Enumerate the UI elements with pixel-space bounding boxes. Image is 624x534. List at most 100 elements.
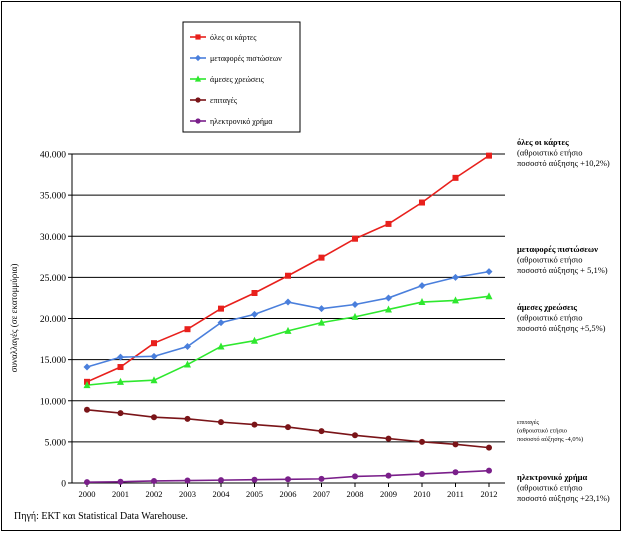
- data-point-series-4: [419, 470, 425, 477]
- x-tick-label: 2000: [79, 489, 96, 499]
- y-tick-label: 40.000: [40, 151, 66, 161]
- legend-swatch-marker: [194, 54, 202, 62]
- data-point-series-3: [318, 428, 325, 435]
- legend: όλες οι κάρτες μεταφορές πιστώσεων άμεσες …: [182, 21, 301, 133]
- x-tick-label: 2002: [146, 489, 163, 499]
- data-point-series-3: [452, 441, 459, 448]
- legend-label: επιταγές: [210, 96, 238, 105]
- data-point-series-1: [284, 298, 292, 306]
- annotation-line: (αθροιστικό ετήσιο: [517, 255, 582, 265]
- data-point-series-0: [318, 254, 325, 261]
- x-tick-label: 2008: [347, 489, 364, 499]
- data-point-series-2: [385, 305, 392, 313]
- data-point-series-3: [84, 406, 90, 413]
- data-point-series-0: [452, 174, 459, 181]
- legend-swatch-marker: [195, 34, 201, 40]
- data-point-series-2: [217, 342, 225, 350]
- data-point-series-1: [117, 353, 124, 361]
- data-point-series-3: [218, 419, 224, 426]
- data-point-series-1: [385, 294, 392, 302]
- series-line-1: [86, 270, 490, 368]
- data-point-series-2: [150, 376, 158, 384]
- y-axis-ticks: 0 5.000 10.000 15.000 20.000 25.000 30.000 35.0…: [40, 151, 72, 490]
- annotation-line: όλες οι κάρτες: [517, 137, 569, 147]
- data-point-series-1: [184, 342, 191, 350]
- data-point-series-1: [318, 305, 325, 313]
- x-tick-label: 2005: [246, 489, 263, 499]
- data-point-series-0: [184, 326, 191, 333]
- data-point-series-1: [351, 301, 359, 309]
- data-point-series-0: [251, 290, 258, 297]
- annotation-1: μεταφορές πιστώσεων(αθροιστικό ετήσιοποσ…: [517, 244, 608, 275]
- y-tick-label: 5.000: [45, 438, 67, 448]
- data-point-series-0: [419, 199, 425, 206]
- y-tick-label: 10.000: [40, 397, 66, 407]
- data-point-series-4: [352, 473, 358, 480]
- series-line-2: [86, 295, 490, 386]
- data-point-series-1: [485, 268, 493, 276]
- annotation-4: ηλεκτρονικό χρήμα(αθροιστικό ετήσιοποσοσ…: [517, 472, 610, 503]
- data-point-series-0: [352, 235, 358, 242]
- legend-label: ηλεκτρονικό χρήμα: [210, 117, 273, 126]
- data-point-series-4: [251, 476, 258, 483]
- x-tick-label: 2004: [213, 489, 231, 499]
- y-tick-label: 25.000: [40, 274, 66, 284]
- data-point-series-1: [251, 310, 258, 318]
- annotation-line: μεταφορές πιστώσεων: [517, 244, 598, 254]
- annotation-line: επιταγές: [517, 419, 539, 426]
- data-point-series-3: [385, 435, 392, 442]
- annotation-line: ποσοστό αύξησης +23,1%): [517, 493, 610, 503]
- legend-swatch-marker: [194, 75, 202, 82]
- annotation-2: άμεσες χρεώσεις(αθροιστικό ετήσιοποσοστό…: [517, 302, 606, 333]
- data-point-series-2: [318, 318, 325, 326]
- y-tick-label: 30.000: [40, 233, 66, 243]
- annotation-line: (αθροιστικό ετήσιο: [517, 148, 582, 158]
- data-point-series-4: [452, 469, 459, 476]
- x-tick-label: 2001: [112, 489, 129, 499]
- data-point-series-4: [385, 472, 392, 479]
- annotation-line: ποσοστό αύξησης -4,0%): [517, 436, 583, 443]
- data-point-series-4: [285, 476, 291, 483]
- data-point-series-1: [217, 319, 225, 327]
- data-point-series-2: [284, 326, 292, 334]
- data-point-series-3: [352, 432, 358, 439]
- x-axis-ticks: 2000 2001 2002 2003 2004 2005 2006 2007 2008 2009…: [79, 483, 498, 499]
- data-point-series-4: [117, 478, 124, 485]
- data-point-series-1: [150, 352, 158, 360]
- data-point-series-4: [184, 477, 191, 484]
- y-tick-label: 35.000: [40, 192, 66, 202]
- data-point-series-3: [285, 424, 291, 431]
- x-tick-label: 2009: [380, 489, 397, 499]
- annotation-line: (αθροιστικό ετήσιο: [517, 313, 582, 323]
- data-point-series-1: [83, 363, 91, 371]
- legend-box: [182, 21, 301, 133]
- annotation-line: (αθροιστικό ετήσιο: [517, 428, 567, 435]
- annotation-line: ποσοστό αύξησης + 5,1%): [517, 265, 608, 275]
- data-point-series-2: [184, 360, 191, 368]
- x-tick-label: 2003: [179, 489, 196, 499]
- data-point-series-1: [452, 273, 459, 281]
- x-tick-label: 2007: [313, 489, 330, 499]
- data-point-series-3: [184, 415, 191, 422]
- annotation-line: (αθροιστικό ετήσιο: [517, 483, 582, 493]
- annotation-line: ηλεκτρονικό χρήμα: [517, 472, 587, 482]
- series-line-0: [86, 154, 490, 383]
- annotation-0: όλες οι κάρτες(αθροιστικό ετήσιοποσοστό …: [517, 137, 610, 168]
- data-point-series-3: [117, 410, 124, 417]
- data-point-series-0: [151, 340, 157, 347]
- legend-label: μεταφορές πιστώσεων: [210, 54, 282, 63]
- data-point-series-3: [151, 414, 157, 421]
- y-tick-label: 0: [61, 480, 66, 490]
- annotation-line: ποσοστό αύξησης +5,5%): [517, 323, 606, 333]
- legend-swatch-marker: [195, 118, 201, 124]
- data-point-series-2: [418, 298, 426, 306]
- series-annotations: όλες οι κάρτες(αθροιστικό ετήσιοποσοστό …: [517, 137, 610, 503]
- data-point-series-4: [486, 467, 492, 474]
- y-tick-label: 20.000: [40, 315, 66, 325]
- y-tick-label: 15.000: [40, 356, 66, 366]
- source-note: Πηγή: ΕΚΤ και Statistical Data Warehouse…: [14, 511, 188, 522]
- data-point-series-2: [83, 381, 91, 389]
